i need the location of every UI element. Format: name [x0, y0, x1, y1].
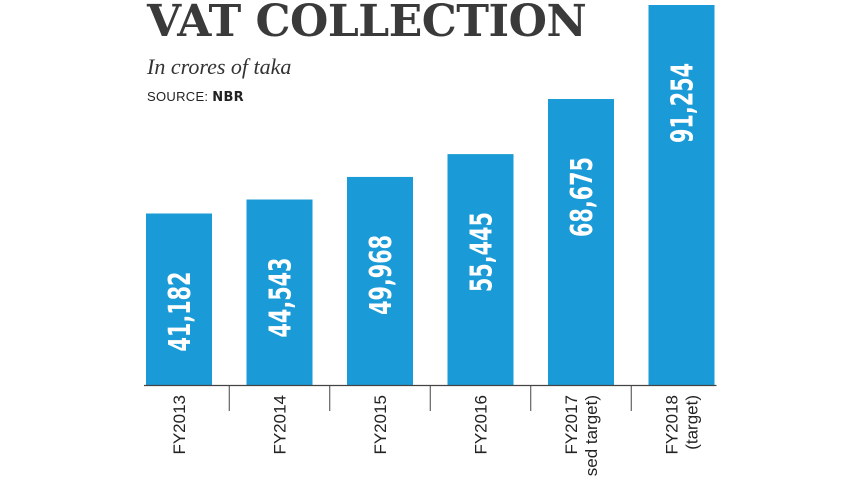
bar-3	[447, 154, 514, 385]
bar-value-label-0: 41,182	[163, 272, 198, 352]
bar-value-label-2: 49,968	[364, 235, 399, 315]
x-tick-label-5-0: FY2018	[663, 395, 682, 455]
x-tick-label-5-1: (target)	[683, 395, 702, 450]
source-name: NBR	[212, 90, 244, 105]
bar-4	[548, 99, 614, 385]
bar-value-label-5: 91,254	[666, 63, 701, 143]
bar-value-label-4: 68,675	[565, 157, 600, 237]
bar-1	[246, 199, 313, 385]
chart-source: SOURCE: NBR	[147, 89, 244, 105]
x-tick-label-4-0: FY2017	[562, 395, 581, 455]
bar-value-label-3: 55,445	[465, 212, 500, 292]
bar-value-label-1: 44,543	[264, 258, 299, 338]
bar-0	[146, 213, 212, 385]
bar-5	[648, 5, 715, 385]
x-tick-label-3-0: FY2016	[472, 395, 491, 455]
bar-2	[347, 176, 413, 385]
x-tick-label-1-0: FY2014	[271, 395, 290, 455]
chart-subtitle: In crores of taka	[147, 54, 292, 79]
x-tick-label-4-1: sed target)	[582, 395, 601, 476]
x-tick-label-0-0: FY2013	[170, 395, 189, 455]
source-label: SOURCE:	[147, 89, 209, 104]
x-tick-label-2-0: FY2015	[371, 395, 390, 455]
chart-title: VAT COLLECTION	[147, 0, 587, 47]
